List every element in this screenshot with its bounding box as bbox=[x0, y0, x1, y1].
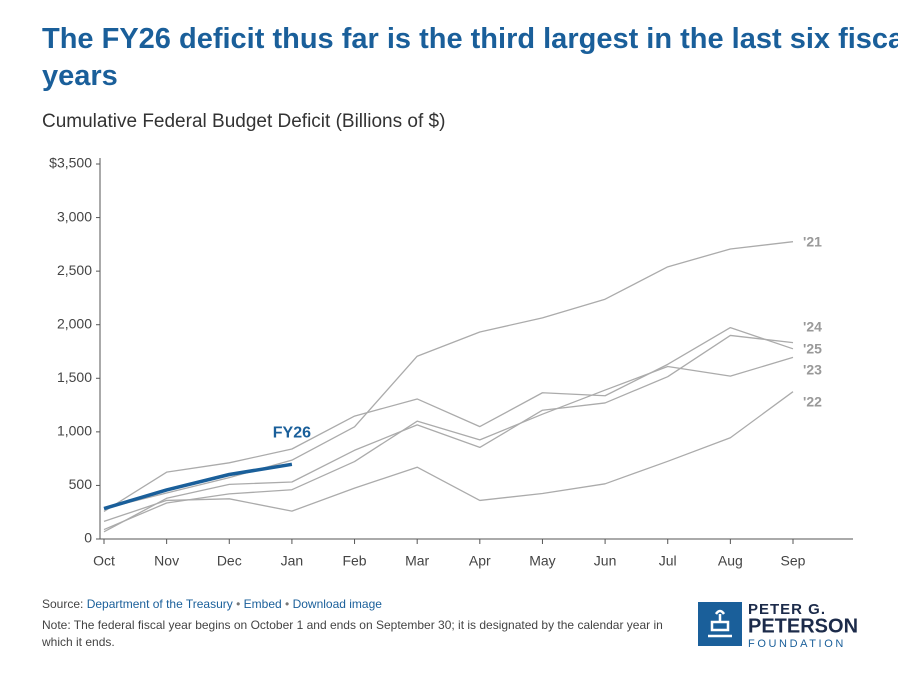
x-tick-label: Jun bbox=[594, 553, 617, 569]
x-tick-label: Mar bbox=[405, 553, 429, 569]
series-label: FY26 bbox=[273, 425, 311, 442]
y-tick-label: 3,000 bbox=[57, 208, 92, 224]
title-line: The FY26 deficit thus far is the third l… bbox=[42, 23, 898, 55]
series-line bbox=[103, 326, 794, 513]
series-line bbox=[103, 241, 794, 510]
x-tick-label: Apr bbox=[469, 553, 491, 569]
chart-subtitle: Cumulative Federal Budget Deficit (Billi… bbox=[42, 111, 445, 132]
chart-title: The FY26 deficit thus far is the third l… bbox=[42, 23, 898, 92]
series-label: '21 bbox=[803, 234, 822, 250]
series-label: '22 bbox=[803, 394, 822, 410]
logo: PETER G. PETERSON FOUNDATION bbox=[698, 601, 858, 650]
x-tick-label: Nov bbox=[154, 553, 179, 569]
y-tick-label: 0 bbox=[84, 530, 92, 546]
logo-text: FOUNDATION bbox=[748, 638, 846, 650]
series-line bbox=[103, 462, 293, 511]
y-tick-label: 2,500 bbox=[57, 262, 92, 278]
y-tick-label: 1,500 bbox=[57, 369, 92, 385]
logo-text: PETER G. bbox=[748, 601, 826, 618]
source: Source: Department of the Treasury • Emb… bbox=[42, 597, 382, 611]
source-link[interactable]: Department of the Treasury bbox=[87, 597, 233, 611]
y-tick-label: $3,500 bbox=[49, 155, 92, 171]
x-tick-label: May bbox=[529, 553, 555, 569]
x-tick-label: Sep bbox=[781, 553, 806, 569]
series-line bbox=[103, 334, 794, 533]
x-tick-label: Feb bbox=[342, 553, 366, 569]
logo-mark bbox=[698, 602, 742, 646]
logo-text: PETERSON bbox=[748, 615, 858, 637]
x-tick-label: Jan bbox=[281, 553, 304, 569]
x-tick-label: Jul bbox=[659, 553, 677, 569]
note: Note: The federal fiscal year begins on … bbox=[42, 618, 663, 632]
x-tick-label: Oct bbox=[93, 553, 115, 569]
series-label: '25 bbox=[803, 341, 822, 357]
source-label: Source: bbox=[42, 597, 83, 611]
y-tick-label: 500 bbox=[69, 476, 93, 492]
y-tick-label: 1,000 bbox=[57, 423, 92, 439]
x-tick-label: Dec bbox=[217, 553, 242, 569]
series-line bbox=[103, 391, 794, 522]
x-tick-label: Aug bbox=[718, 553, 743, 569]
note: which it ends. bbox=[41, 635, 115, 649]
title-line: years bbox=[42, 60, 118, 92]
download-link[interactable]: Download image bbox=[293, 597, 383, 611]
series-label: '24 bbox=[803, 319, 822, 335]
series-label: '23 bbox=[803, 362, 822, 378]
y-tick-label: 2,000 bbox=[57, 315, 92, 331]
series-line bbox=[103, 356, 794, 531]
logo-icon bbox=[708, 609, 732, 638]
embed-link[interactable]: Embed bbox=[244, 597, 282, 611]
